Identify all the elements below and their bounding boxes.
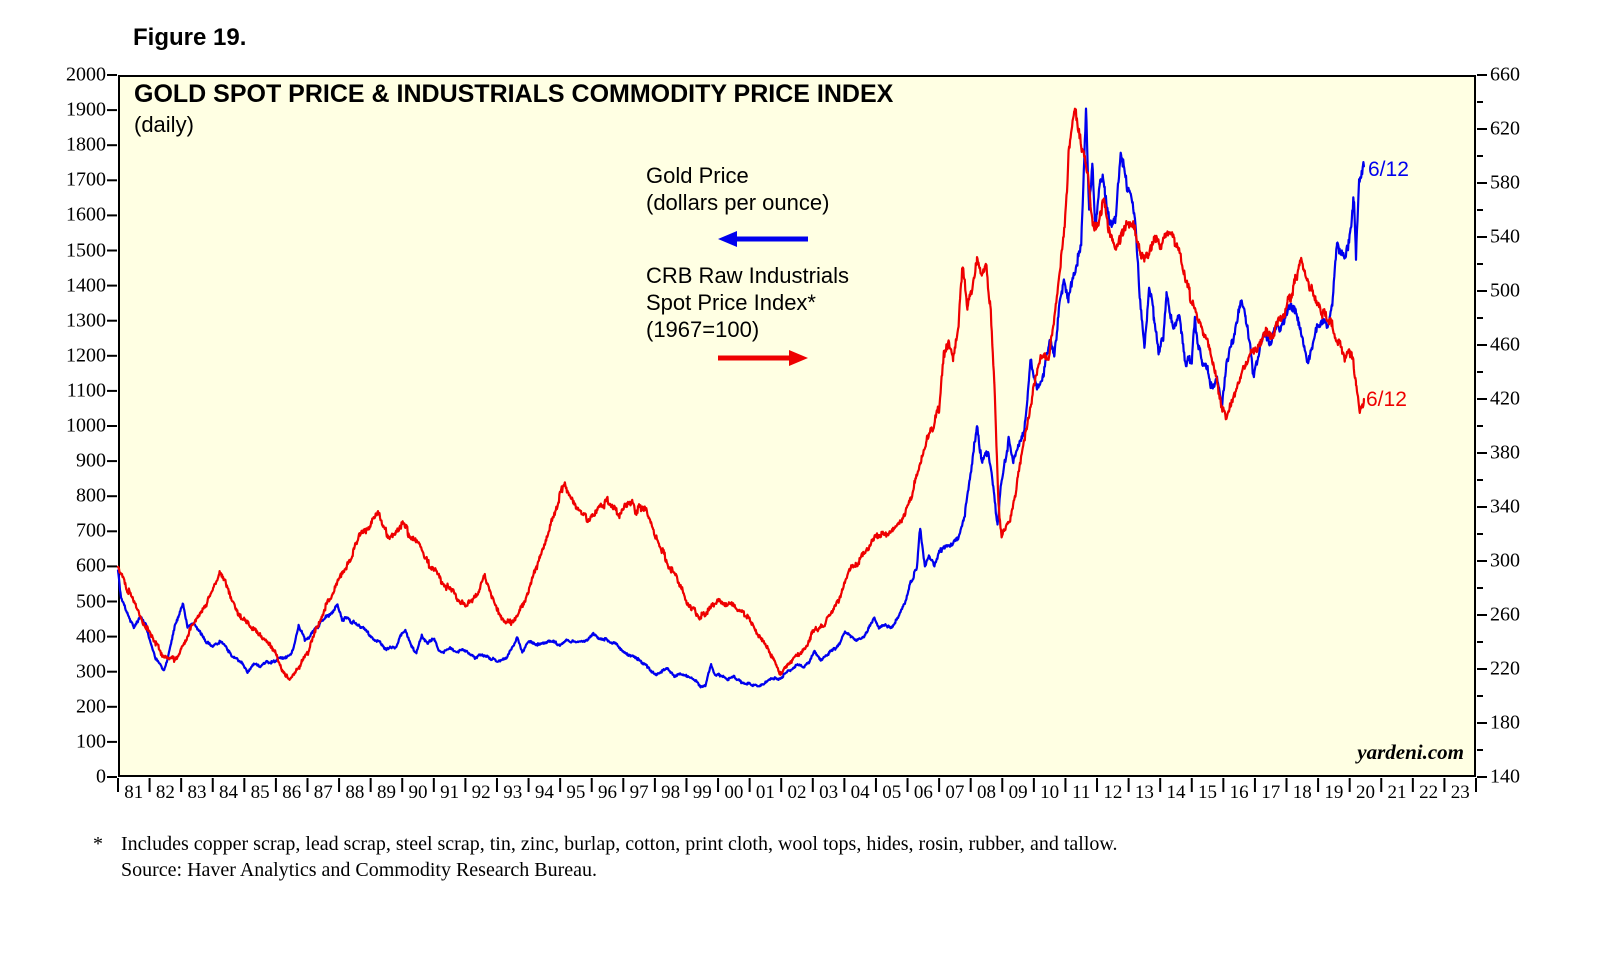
tick-label: 140 xyxy=(1490,765,1520,788)
tick-label: 99 xyxy=(692,782,712,803)
figure-label: Figure 19. xyxy=(133,24,247,51)
tick-label: 460 xyxy=(1490,333,1520,356)
tick-label: 1700 xyxy=(66,168,106,191)
tick-label: 88 xyxy=(345,782,365,803)
chart-title: GOLD SPOT PRICE & INDUSTRIALS COMMODITY … xyxy=(134,80,894,108)
tick-label: 220 xyxy=(1490,657,1520,680)
gold-legend-line2: (dollars per ounce) xyxy=(646,190,830,215)
tick-label: 06 xyxy=(913,782,933,803)
tick-label: 07 xyxy=(945,782,965,803)
crb-right-arrow-icon xyxy=(716,348,808,368)
tick-label: 12 xyxy=(1103,782,1123,803)
tick-label: 91 xyxy=(440,782,460,803)
tick-label: 15 xyxy=(1198,782,1218,803)
crb-legend-line3: (1967=100) xyxy=(646,317,760,342)
tick-label: 1500 xyxy=(66,239,106,261)
tick-label: 660 xyxy=(1490,63,1520,86)
tick-label: 700 xyxy=(76,519,106,542)
tick-label: 04 xyxy=(850,782,870,803)
crb-legend-line2: Spot Price Index* xyxy=(646,290,816,315)
footnote: * Includes copper scrap, lead scrap, ste… xyxy=(93,831,1118,883)
tick-label: 09 xyxy=(1008,782,1028,803)
crb-legend: CRB Raw Industrials Spot Price Index* (1… xyxy=(646,262,849,343)
tick-label: 500 xyxy=(1490,279,1520,302)
tick-label: 420 xyxy=(1490,387,1520,410)
tick-label: 96 xyxy=(598,782,617,803)
tick-label: 94 xyxy=(534,782,554,803)
tick-label: 500 xyxy=(76,590,106,612)
tick-label: 380 xyxy=(1490,441,1520,464)
tick-label: 11 xyxy=(1072,782,1091,803)
watermark: yardeni.com xyxy=(1357,740,1464,764)
tick-label: 86 xyxy=(282,782,302,803)
tick-label: 1900 xyxy=(66,98,106,121)
crb-series-end-date-label: 6/12 xyxy=(1366,388,1407,411)
tick-label: 92 xyxy=(471,782,491,803)
tick-label: 14 xyxy=(1166,782,1186,803)
tick-label: 02 xyxy=(787,782,807,803)
tick-label: 1000 xyxy=(66,414,106,437)
tick-label: 93 xyxy=(503,782,523,803)
chart: GOLD SPOT PRICE & INDUSTRIALS COMMODITY … xyxy=(66,63,1520,804)
tick-label: 81 xyxy=(124,782,144,803)
tick-label: 85 xyxy=(250,782,270,803)
tick-label: 95 xyxy=(566,782,586,803)
chart-subtitle: (daily) xyxy=(134,112,194,137)
gold-series-end-date-label: 6/12 xyxy=(1368,158,1409,181)
tick-label: 17 xyxy=(1261,782,1281,803)
crb-legend-line1: CRB Raw Industrials xyxy=(646,263,849,288)
tick-label: 97 xyxy=(629,782,649,803)
tick-label: 300 xyxy=(1490,549,1520,572)
tick-label: 89 xyxy=(376,782,396,803)
tick-label: 200 xyxy=(76,695,106,718)
tick-label: 84 xyxy=(219,782,239,803)
tick-label: 18 xyxy=(1292,782,1312,803)
tick-label: 1300 xyxy=(66,309,106,332)
tick-label: 580 xyxy=(1490,171,1520,194)
tick-label: 05 xyxy=(882,782,902,803)
tick-label: 1100 xyxy=(66,379,106,402)
tick-label: 87 xyxy=(313,782,333,803)
tick-label: 1600 xyxy=(66,203,106,226)
tick-label: 98 xyxy=(661,782,681,803)
tick-label: 100 xyxy=(76,730,106,753)
footnote-marker: * xyxy=(93,833,103,855)
gold-left-arrow-icon xyxy=(718,229,810,249)
tick-label: 2000 xyxy=(66,63,106,86)
tick-label: 400 xyxy=(76,625,106,648)
tick-label: 01 xyxy=(755,782,775,803)
tick-label: 300 xyxy=(76,660,106,683)
tick-label: 620 xyxy=(1490,117,1520,140)
tick-label: 19 xyxy=(1324,782,1344,803)
tick-label: 90 xyxy=(408,782,428,803)
tick-label: 08 xyxy=(976,782,996,803)
tick-label: 540 xyxy=(1490,225,1520,248)
tick-label: 83 xyxy=(187,782,207,803)
tick-label: 1200 xyxy=(66,344,106,367)
tick-label: 22 xyxy=(1419,782,1439,803)
tick-label: 1400 xyxy=(66,274,106,297)
footnote-line1: Includes copper scrap, lead scrap, steel… xyxy=(121,833,1118,855)
tick-label: 1800 xyxy=(66,133,106,156)
gold-legend: Gold Price (dollars per ounce) xyxy=(646,162,829,216)
tick-label: 900 xyxy=(76,449,106,472)
tick-label: 13 xyxy=(1134,782,1154,803)
tick-label: 16 xyxy=(1229,782,1249,803)
tick-label: 82 xyxy=(155,782,175,803)
tick-label: 21 xyxy=(1387,782,1407,803)
tick-label: 03 xyxy=(819,782,839,803)
tick-label: 340 xyxy=(1490,495,1520,518)
tick-label: 10 xyxy=(1040,782,1060,803)
tick-label: 800 xyxy=(76,484,106,507)
tick-label: 600 xyxy=(76,554,106,577)
tick-label: 23 xyxy=(1450,782,1470,803)
gold-legend-line1: Gold Price xyxy=(646,163,749,188)
tick-label: 0 xyxy=(96,765,106,788)
tick-label: 180 xyxy=(1490,711,1520,734)
tick-label: 00 xyxy=(724,782,744,803)
tick-label: 260 xyxy=(1490,603,1520,626)
footnote-line2: Source: Haver Analytics and Commodity Re… xyxy=(121,859,597,881)
tick-label: 20 xyxy=(1355,782,1375,803)
